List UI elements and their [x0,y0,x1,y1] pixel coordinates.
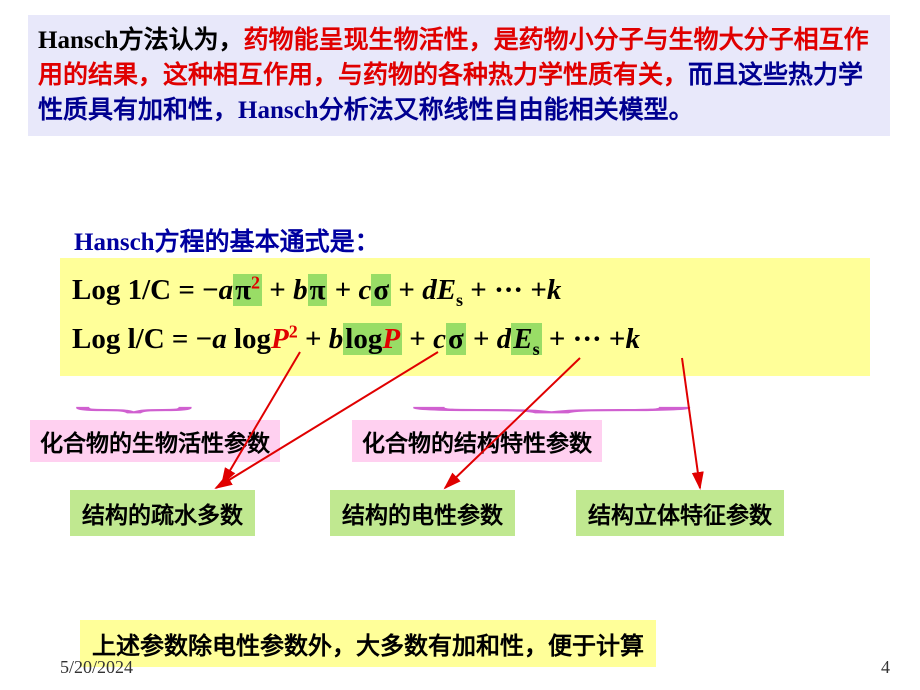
footer-page: 4 [881,657,890,678]
eq-E1: E [437,274,456,306]
label-steric: 结构立体特征参数 [576,490,784,536]
intro-part1: Hansch方法认为， [38,27,244,54]
eq-plus4: + [298,323,329,355]
eq-P1: P [271,323,289,355]
eq-plus3: + [391,274,422,306]
eq-c1: c [359,274,372,306]
eq-k2: k [625,323,640,355]
brace-right: ⏟ [408,379,696,412]
eq-log2: Log l/C = − [72,323,212,355]
eq-b2: b [329,323,344,355]
equation-box: Log 1/C = −aπ2 + bπ + cσ + dEs + ··· +k … [60,258,870,376]
eq-s2: s [533,339,540,359]
intro-box: Hansch方法认为，药物能呈现生物活性，是药物小分子与生物大分子相互作用的结果… [28,15,890,136]
label-electronic: 结构的电性参数 [330,490,515,536]
eq-sigma1: σ [371,274,391,306]
label-bio-activity: 化合物的生物活性参数 [30,420,280,462]
eq-c2: c [433,323,446,355]
footer-date: 5/20/2024 [60,657,133,678]
eq-plus2: + [327,274,358,306]
eq-E2: E [513,323,532,355]
eq-logP2: log [345,323,382,355]
eq-sigma2: σ [446,323,466,355]
eq-a2: a [212,323,227,355]
eq-P2: P [382,323,400,355]
equation-line-1: Log 1/C = −aπ2 + bπ + cσ + dEs + ··· +k [72,266,858,315]
sub-heading: Hansch方程的基本通式是： [74,222,380,258]
eq-plus6: + [466,323,497,355]
eq-s1: s [456,290,463,310]
eq-sq2: 2 [289,322,298,342]
eq-d1: d [422,274,437,306]
eq-b1: b [293,274,308,306]
eq-pi1: π [235,274,251,306]
eq-tail1: + ··· + [463,274,547,306]
label-hydrophobic: 结构的疏水多数 [70,490,255,536]
eq-k1: k [547,274,562,306]
eq-plus5: + [402,323,433,355]
eq-pi2: π [308,274,328,306]
bottom-note: 上述参数除电性参数外，大多数有加和性，便于计算 [80,620,656,667]
equation-line-2: Log l/C = −a logP2 + blogP + cσ + dEs + … [72,315,858,364]
eq-plus1: + [262,274,293,306]
eq-a1: a [219,274,234,306]
brace-left: ⏟ [74,379,194,412]
label-struct-param: 化合物的结构特性参数 [352,420,602,462]
eq-log1: Log 1/C = − [72,274,219,306]
eq-sq1: 2 [251,272,260,292]
eq-tail2: + ··· + [542,323,626,355]
eq-logP1: log [234,323,271,355]
eq-d2: d [497,323,512,355]
